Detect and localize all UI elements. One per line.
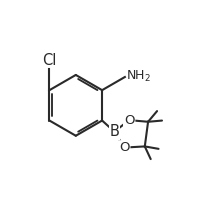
Text: Cl: Cl <box>42 53 57 68</box>
Text: O: O <box>119 141 130 154</box>
Text: NH$_2$: NH$_2$ <box>126 69 151 84</box>
Text: O: O <box>124 114 134 127</box>
Text: B: B <box>109 124 119 139</box>
